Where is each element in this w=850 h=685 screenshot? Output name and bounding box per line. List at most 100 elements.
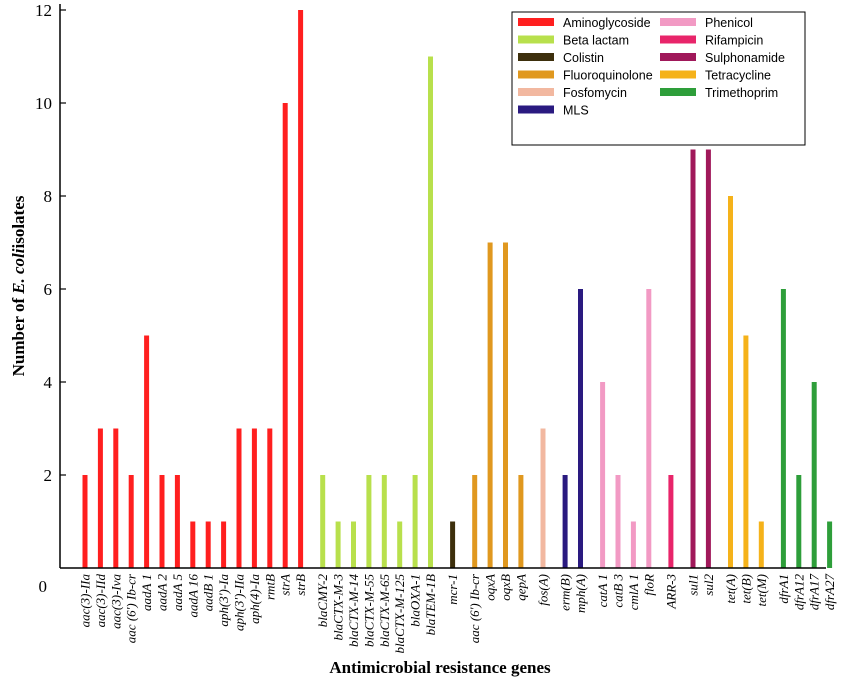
bar [205,521,211,568]
bar [450,521,456,568]
bar [428,56,433,568]
legend-label: MLS [563,104,589,118]
y-tick-label: 6 [44,280,53,299]
legend-label: Sulphonamide [705,51,785,65]
bar [540,428,546,568]
x-tick-label: aac(3)-Iva [108,574,123,629]
bar [600,382,606,568]
x-tick-label: tet(M) [754,574,769,606]
x-tick-label: aadA 16 [185,574,200,618]
legend-swatch [660,88,696,96]
bar [267,428,273,568]
x-tick-label: catB 3 [611,574,626,608]
legend-swatch [660,18,696,26]
x-tick-label: strB [293,574,308,596]
bar [780,289,786,568]
x-tick-label: blaCTX-M-55 [361,574,376,647]
y-tick-label: 12 [35,1,52,20]
bar [174,475,180,568]
x-tick-label: catA 1 [595,574,610,607]
x-tick-label: oqxA [483,574,498,601]
bar [190,521,196,568]
bar [630,521,636,568]
bar [615,475,621,568]
bar [758,521,764,568]
x-tick-label: aph(3')-Ia [216,574,231,627]
legend-swatch [518,18,554,26]
y-axis-title: Number of E. coli isolates [9,195,28,376]
x-tick-label: aac(3)-IId [93,574,108,628]
x-tick-label: sul2 [701,574,716,596]
x-tick-label: blaCTX-M-14 [346,574,361,647]
legend-swatch [518,105,554,114]
y-axis-title-part: isolates [9,195,28,248]
legend-label: Beta lactam [563,34,629,48]
bar [251,428,257,568]
legend-label: Phenicol [705,16,753,30]
bar [796,475,802,568]
x-tick-label: blaCTX-M-3 [331,574,346,641]
x-tick-label: aadA 1 [139,574,154,611]
bar [487,242,493,568]
legend-swatch [660,35,696,44]
x-tick-label: aadB 1 [201,574,216,611]
bar [743,335,749,568]
x-tick-label: tet(A) [723,574,738,604]
x-tick-label: aac (6') Ib-cr [124,573,139,643]
bar [472,475,478,568]
x-tick-label: blaCTX-M-125 [392,574,407,654]
x-tick-label: cmlA 1 [626,574,641,610]
legend-swatch [518,35,554,44]
bar [159,475,165,568]
bar [690,149,696,568]
bar [82,475,88,568]
y-axis-title-organism: E. coli [9,248,28,295]
x-tick-label: aac(3)-IIa [78,574,93,628]
bar [503,242,508,568]
y-tick-label: 10 [35,94,52,113]
x-tick-label: blaCMY-2 [315,574,330,628]
x-tick-label: aph(3')-IIa [232,574,247,631]
bar [221,521,227,568]
bar [728,196,733,568]
bar [335,521,341,568]
bar [320,475,326,568]
bar [827,521,833,568]
bar [705,149,711,568]
legend-label: Fosfomycin [563,86,627,100]
x-axis-title: Antimicrobial resistance genes [329,658,551,677]
y-ticks: 0 2 4 6 8 10 12 [35,1,66,596]
bar [811,382,817,568]
x-tick-label: aadA 5 [170,574,185,611]
bar [128,475,134,568]
legend-label: Tetracycline [705,69,771,83]
bar [366,475,372,568]
bar [562,475,568,568]
x-tick-label: strA [278,574,293,596]
legend-swatch [660,53,696,61]
legend-swatch [660,70,696,79]
y-tick-label: 0 [39,577,48,596]
bar [236,428,242,568]
bar [298,10,304,568]
x-tick-label: tet(B) [738,574,753,604]
x-tick-label: aadA 2 [155,574,170,611]
bar [282,103,288,568]
bar [381,475,387,568]
x-tick-label: mcr-1 [445,574,460,605]
x-tick-label: fos(A) [536,574,551,606]
legend-swatch [518,53,554,61]
x-tick-label: oqxB [498,574,513,601]
bar [518,475,524,568]
bars [82,10,833,568]
bar [351,521,356,568]
legend-label: Trimethoprim [705,86,778,100]
x-tick-label: ARR-3 [663,574,678,610]
legend-label: Colistin [563,51,604,65]
legend-label: Aminoglycoside [563,16,651,30]
legend-label: Rifampicin [705,34,763,48]
bar [144,335,150,568]
bar [412,475,418,568]
x-tick-label: mph(A) [573,574,588,613]
